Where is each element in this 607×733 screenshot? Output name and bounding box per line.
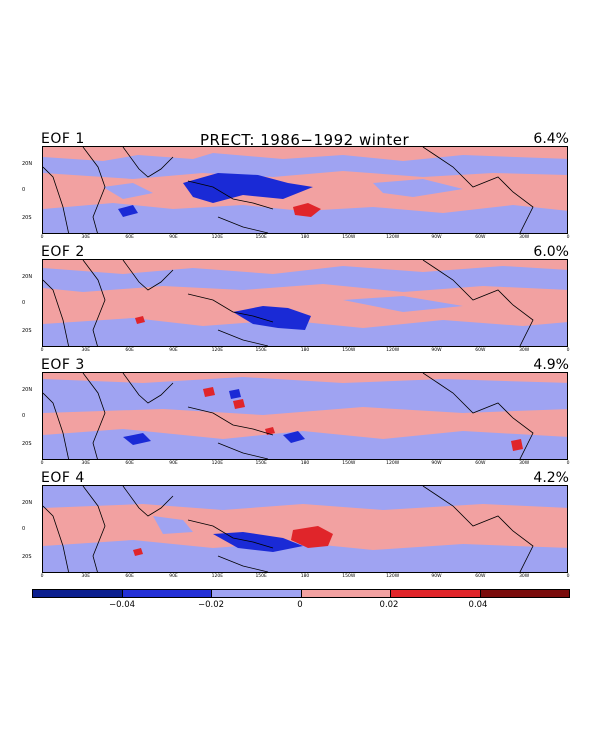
lat-tick-label: 20S bbox=[22, 554, 32, 560]
lat-tick-label: 20N bbox=[22, 500, 33, 506]
eof1-label: EOF 1 bbox=[41, 131, 85, 147]
lon-tick-label: 120W bbox=[386, 461, 400, 466]
plot-title: PRECT: 1986−1992 winter bbox=[200, 131, 410, 149]
lon-tick-label: 120E bbox=[211, 348, 224, 353]
colorbar-label-1: −0.04 bbox=[108, 600, 136, 610]
lon-tick-label: 90E bbox=[169, 461, 178, 466]
lon-tick-label: 60W bbox=[475, 574, 486, 579]
lon-tick-label: 150W bbox=[342, 574, 356, 579]
lon-tick-label: 120W bbox=[386, 235, 400, 240]
lon-tick-label: 90W bbox=[431, 461, 442, 466]
eof4-variance: 4.2% bbox=[533, 470, 569, 486]
lon-tick-label: 30W bbox=[519, 348, 530, 353]
lon-tick-label: 0 bbox=[566, 461, 570, 466]
lon-tick-label: 90W bbox=[431, 235, 442, 240]
lat-tick-label: 20S bbox=[22, 215, 32, 221]
lon-tick-label: 30E bbox=[81, 574, 91, 579]
lon-tick-label: 30W bbox=[519, 235, 530, 240]
lon-tick-row: 0 30E 60E 90E 120E 150E 180 150W 120W 90W 60W 30W 0 bbox=[40, 461, 570, 469]
eof2-field bbox=[43, 260, 567, 346]
colorbar bbox=[32, 589, 570, 598]
lon-tick-label: 150E bbox=[255, 235, 267, 240]
colorbar-label-3: 0 bbox=[297, 600, 303, 610]
colorbar-bin-6 bbox=[480, 590, 569, 597]
lon-tick-label: 180 bbox=[300, 235, 310, 240]
lon-tick-label: 30E bbox=[81, 348, 91, 353]
lon-tick-label: 0 bbox=[40, 348, 44, 353]
lon-tick-label: 150E bbox=[255, 461, 267, 466]
eof3-map bbox=[42, 372, 568, 460]
lat-tick-label: 20S bbox=[22, 441, 32, 447]
lon-tick-label: 150W bbox=[342, 235, 356, 240]
eof3-field bbox=[43, 373, 567, 459]
eof2-variance: 6.0% bbox=[533, 244, 569, 260]
lat-tick-label: 20N bbox=[22, 274, 33, 280]
lon-tick-label: 60W bbox=[475, 235, 486, 240]
lon-tick-label: 90E bbox=[169, 348, 178, 353]
colorbar-bin-4 bbox=[301, 590, 391, 597]
colorbar-bin-5 bbox=[391, 590, 481, 597]
lon-tick-label: 150E bbox=[255, 574, 267, 579]
lon-tick-label: 30W bbox=[519, 461, 530, 466]
eof4-label: EOF 4 bbox=[41, 470, 85, 486]
lon-tick-label: 30E bbox=[81, 235, 91, 240]
lat-tick-label: 0 bbox=[22, 526, 26, 532]
colorbar-bin-2 bbox=[122, 590, 212, 597]
lon-tick-label: 30W bbox=[519, 574, 530, 579]
eof1-field bbox=[43, 147, 567, 233]
lon-tick-label: 60E bbox=[125, 574, 134, 579]
lon-tick-label: 120E bbox=[211, 574, 224, 579]
eof4-map bbox=[42, 485, 568, 573]
lon-tick-label: 90E bbox=[169, 574, 178, 579]
lon-tick-label: 0 bbox=[566, 348, 570, 353]
lat-tick-label: 20S bbox=[22, 328, 32, 334]
colorbar-label-2: −0.02 bbox=[197, 600, 225, 610]
lat-tick-label: 0 bbox=[22, 187, 26, 193]
lon-tick-label: 180 bbox=[300, 574, 310, 579]
lon-tick-label: 150W bbox=[342, 461, 356, 466]
lat-tick-label: 0 bbox=[22, 413, 26, 419]
lon-tick-row: 0 30E 60E 90E 120E 150E 180 150W 120W 90W 60W 30W 0 bbox=[40, 235, 570, 243]
eof1-variance: 6.4% bbox=[533, 131, 569, 147]
colorbar-bin-3 bbox=[212, 590, 302, 597]
lon-tick-label: 0 bbox=[40, 574, 44, 579]
lon-tick-label: 30E bbox=[81, 461, 91, 466]
eof4-field bbox=[43, 486, 567, 572]
lon-tick-label: 120W bbox=[386, 348, 400, 353]
lat-tick-label: 0 bbox=[22, 300, 26, 306]
eof3-label: EOF 3 bbox=[41, 357, 85, 373]
lon-tick-label: 150E bbox=[255, 348, 267, 353]
lon-tick-label: 0 bbox=[566, 235, 570, 240]
lon-tick-label: 120E bbox=[211, 235, 224, 240]
lon-tick-label: 90W bbox=[431, 574, 442, 579]
lon-tick-row: 0 30E 60E 90E 120E 150E 180 150W 120W 90W 60W 30W 0 bbox=[40, 348, 570, 356]
lon-tick-label: 150W bbox=[342, 348, 356, 353]
eof2-label: EOF 2 bbox=[41, 244, 85, 260]
eof2-map bbox=[42, 259, 568, 347]
lon-tick-label: 60W bbox=[475, 348, 486, 353]
eof1-map bbox=[42, 146, 568, 234]
lon-tick-label: 90E bbox=[169, 235, 178, 240]
lon-tick-label: 60W bbox=[475, 461, 486, 466]
lon-tick-label: 90W bbox=[431, 348, 442, 353]
lon-tick-label: 180 bbox=[300, 461, 310, 466]
colorbar-label-4: 0.02 bbox=[379, 600, 399, 610]
lon-tick-label: 120W bbox=[386, 574, 400, 579]
lon-tick-label: 0 bbox=[566, 574, 570, 579]
lon-tick-label: 0 bbox=[40, 461, 44, 466]
lon-tick-label: 0 bbox=[40, 235, 44, 240]
colorbar-label-5: 0.04 bbox=[468, 600, 488, 610]
lon-tick-row: 0 30E 60E 90E 120E 150E 180 150W 120W 90W 60W 30W 0 bbox=[40, 574, 570, 582]
lon-tick-label: 60E bbox=[125, 461, 134, 466]
lon-tick-label: 60E bbox=[125, 348, 134, 353]
lat-tick-label: 20N bbox=[22, 387, 33, 393]
lat-tick-label: 20N bbox=[22, 161, 33, 167]
eof3-variance: 4.9% bbox=[533, 357, 569, 373]
lon-tick-label: 180 bbox=[300, 348, 310, 353]
lon-tick-label: 120E bbox=[211, 461, 224, 466]
lon-tick-label: 60E bbox=[125, 235, 134, 240]
colorbar-bin-1 bbox=[33, 590, 123, 597]
